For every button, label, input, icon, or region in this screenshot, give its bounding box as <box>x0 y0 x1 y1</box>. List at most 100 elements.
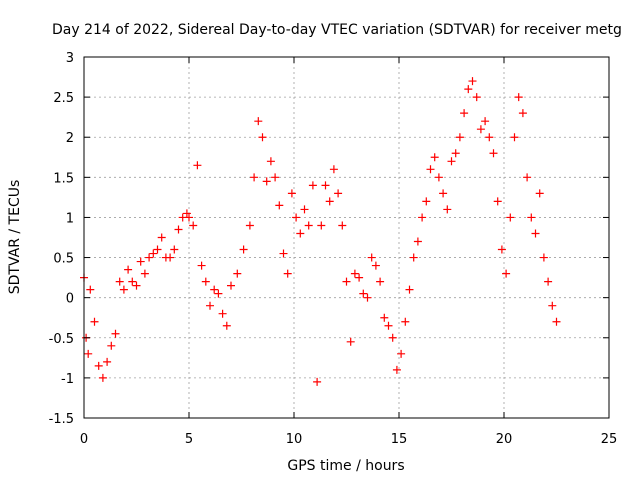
data-point <box>434 173 443 182</box>
data-point <box>283 269 292 278</box>
data-point <box>430 153 439 162</box>
data-point <box>476 125 485 134</box>
data-point <box>493 197 502 206</box>
x-tick-label: 15 <box>391 432 408 447</box>
data-point <box>342 277 351 286</box>
data-point <box>94 361 103 370</box>
data-point <box>422 197 431 206</box>
data-point <box>275 201 284 210</box>
data-point <box>371 261 380 270</box>
data-point <box>239 245 248 254</box>
data-point <box>262 177 271 186</box>
data-point <box>346 337 355 346</box>
data-point <box>201 277 210 286</box>
data-point <box>468 77 477 86</box>
data-point <box>418 213 427 222</box>
data-point <box>548 301 557 310</box>
y-tick-label: 0.5 <box>53 252 74 267</box>
data-points-layer <box>80 77 561 386</box>
data-point <box>317 221 326 230</box>
data-point <box>527 213 536 222</box>
data-point <box>439 189 448 198</box>
data-point <box>210 285 219 294</box>
y-tick-label: 2 <box>66 131 74 146</box>
data-point <box>510 133 519 142</box>
data-point <box>539 253 548 262</box>
data-point <box>497 245 506 254</box>
data-point <box>254 117 263 126</box>
x-tick-label: 5 <box>185 432 193 447</box>
data-point <box>535 189 544 198</box>
plot-frame <box>83 56 610 419</box>
data-point <box>388 333 397 342</box>
data-point <box>460 109 469 118</box>
data-point <box>258 133 267 142</box>
data-point <box>392 365 401 374</box>
data-point <box>405 285 414 294</box>
y-tick-label: 1 <box>66 211 74 226</box>
data-point <box>86 285 95 294</box>
data-point <box>287 189 296 198</box>
data-point <box>189 221 198 230</box>
data-point <box>321 181 330 190</box>
data-point <box>103 357 112 366</box>
data-point <box>401 317 410 326</box>
data-point <box>222 321 231 330</box>
data-point <box>166 253 175 262</box>
data-point <box>119 285 128 294</box>
data-point <box>182 209 191 218</box>
data-point <box>367 253 376 262</box>
data-point <box>350 269 359 278</box>
data-point <box>185 213 193 222</box>
axis-ticks-layer: -1.5 -1 -0.5 0 0.5 1 1.5 2 2.5 3 0 5 10 15 20 25 <box>49 51 618 447</box>
data-point <box>84 349 93 358</box>
data-point <box>300 205 309 214</box>
x-tick-label: 10 <box>286 432 303 447</box>
y-tick-label: 2.5 <box>53 91 74 106</box>
data-point <box>502 269 511 278</box>
data-point <box>308 181 317 190</box>
data-point <box>334 189 343 198</box>
data-point <box>292 213 301 222</box>
data-point <box>107 341 116 350</box>
x-tick-label: 25 <box>601 432 618 447</box>
data-point <box>325 197 334 206</box>
data-point <box>128 277 137 286</box>
data-point <box>552 317 561 326</box>
data-point <box>271 173 280 182</box>
y-axis-label: SDTVAR / TECUs <box>7 180 23 295</box>
x-axis-label: GPS time / hours <box>287 458 404 474</box>
data-point <box>409 253 418 262</box>
data-point <box>218 309 227 318</box>
data-point <box>443 205 452 214</box>
x-tick-label: 20 <box>496 432 513 447</box>
data-point <box>136 257 145 266</box>
y-tick-label: 0 <box>66 292 74 307</box>
data-point <box>384 321 393 330</box>
data-point <box>359 289 368 298</box>
data-point <box>544 277 553 286</box>
data-point <box>245 221 254 230</box>
data-point <box>193 161 202 170</box>
data-point <box>472 93 481 102</box>
data-point <box>296 229 305 238</box>
data-point <box>380 313 389 322</box>
data-point <box>355 273 364 282</box>
data-point <box>455 133 464 142</box>
x-tick-label: 0 <box>80 432 88 447</box>
data-point <box>140 269 149 278</box>
data-point <box>170 245 179 254</box>
data-point <box>227 281 235 290</box>
data-point <box>124 265 133 274</box>
data-point <box>447 157 456 166</box>
y-tick-label: 1.5 <box>53 171 74 186</box>
data-point <box>304 221 313 230</box>
data-point <box>98 373 107 382</box>
data-point <box>313 377 322 386</box>
data-point <box>451 149 460 158</box>
data-point <box>338 221 347 230</box>
data-point <box>111 329 120 338</box>
data-point <box>531 229 540 238</box>
